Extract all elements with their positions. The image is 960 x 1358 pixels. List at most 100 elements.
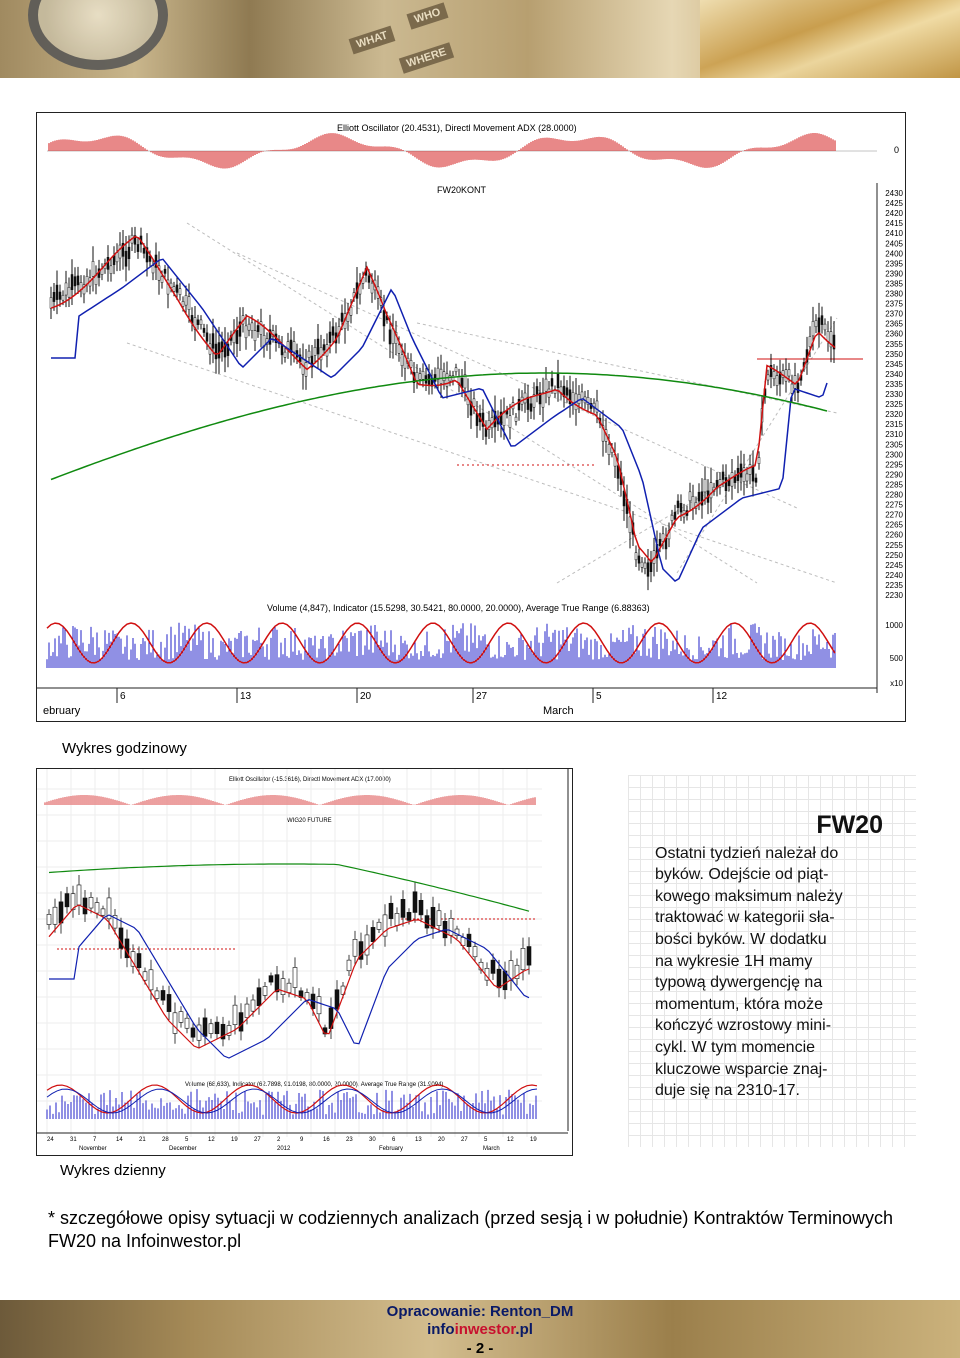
candle-body [166,279,170,295]
candle-body [439,368,443,384]
red-moving-average [50,235,836,563]
candle-body [124,250,128,267]
price-tick-label: 2360 [885,330,903,339]
candle-body [643,562,647,569]
candle-body [247,323,251,331]
candle-body [415,372,419,381]
candle-body [151,265,155,274]
candle-body [58,901,64,924]
day-tick-label: 27 [254,1137,261,1143]
candle-body [769,365,773,377]
candle-body [172,1012,178,1034]
candle-body [745,473,749,482]
candle-body [688,491,692,502]
candle-body [268,975,274,983]
candle-body [127,246,131,260]
day-tick-label: 12 [716,691,728,702]
candle-body [526,946,532,966]
candle-body [388,329,392,345]
candle-body [154,990,160,999]
candle-body [520,948,526,971]
candle-body [496,968,502,989]
candle-body [382,914,388,937]
candle-body [538,392,542,405]
day-tick-label: 27 [476,691,488,702]
candle-body [808,336,812,347]
price-tick-label: 2415 [885,219,903,228]
candle-body [703,478,707,493]
price-tick-label: 2300 [885,450,903,459]
candle-body [364,934,370,956]
candle-body [823,323,827,331]
candle-body [517,398,521,411]
candle-body [181,301,185,307]
candle-body [253,330,257,342]
day-tick-label: 28 [162,1137,169,1143]
candle-body [262,986,268,996]
candle-body [676,500,680,508]
candle-body [217,342,221,359]
footer-site-link[interactable]: infoinwestor.pl [0,1321,960,1338]
price-tick-label: 2285 [885,480,903,489]
green-moving-average [48,863,530,912]
candle-body [328,331,332,343]
candle-body [205,332,209,342]
candle-body [811,321,815,337]
candle-body [163,268,167,274]
price-tick-label: 2380 [885,290,903,299]
sign-who: WHO [406,2,449,30]
candle-body [649,561,653,573]
day-tick-label: 2 [277,1137,281,1143]
day-tick-label: 30 [369,1137,376,1143]
candle-body [250,999,256,1012]
candle-body [61,294,65,301]
candle-body [709,482,713,499]
footer-author: Opracowanie: Renton_DM [386,1303,574,1320]
day-tick-label: 31 [70,1137,77,1143]
price-tick-label: 2365 [885,320,903,329]
day-tick-label: 20 [438,1137,445,1143]
stochastic-line [46,1084,538,1114]
candle-body [526,396,530,410]
candle-body [445,373,449,387]
candle-body [442,371,446,381]
candle-body [742,467,746,482]
candle-body [283,351,287,358]
candle-body [112,915,118,929]
candle-body [727,480,731,487]
candle-body [316,996,322,1015]
candle-body [766,374,770,381]
candle-body [145,247,149,263]
candle-body [697,491,701,502]
commentary-line: typową dywergencję na [655,974,823,992]
candle-body [121,242,125,257]
candle-body [544,378,548,392]
price-tick-label: 2430 [885,189,903,198]
candle-body [535,386,539,395]
candle-body [820,315,824,325]
price-tick-label: 2350 [885,350,903,359]
candle-body [730,472,734,487]
candle-body [202,1017,208,1037]
candle-body [184,1017,190,1029]
price-tick-label: 2405 [885,239,903,248]
candle-body [733,476,737,483]
candle-body [211,333,215,349]
candle-body [64,893,70,908]
day-tick-label: 13 [415,1137,422,1143]
candle-body [292,967,298,988]
candle-body [118,244,122,259]
candle-body [721,471,725,480]
page-number: - 2 - [466,1340,494,1357]
candle-body [472,946,478,958]
candle-body [280,978,286,996]
candle-body [409,360,413,368]
day-tick-label: 13 [240,691,252,702]
candle-body [214,1021,220,1035]
price-tick-label: 2265 [885,521,903,530]
candle-body [607,444,611,455]
candle-body [550,378,554,387]
price-tick-label: 2295 [885,460,903,469]
candle-body [748,464,752,475]
price-tick-label: 2275 [885,501,903,510]
